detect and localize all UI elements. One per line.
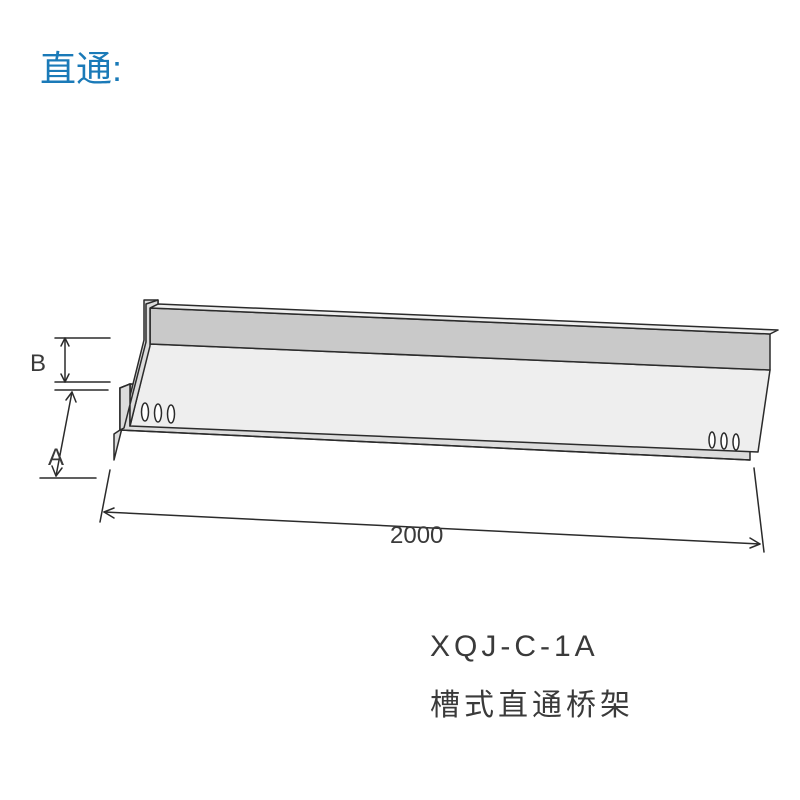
vent-slots-right	[709, 432, 739, 450]
dim-label-B: B	[30, 350, 46, 378]
heading-title: 直通:	[40, 40, 122, 92]
product-desc: 槽式直通桥架	[430, 680, 634, 724]
dim-B	[55, 338, 110, 382]
vent-slots-left	[142, 403, 175, 423]
product-model: XQJ-C-1A	[430, 630, 599, 664]
dim-label-length: 2000	[390, 522, 443, 550]
cable-tray-diagram	[0, 0, 800, 800]
dim-label-A: A	[48, 444, 64, 472]
